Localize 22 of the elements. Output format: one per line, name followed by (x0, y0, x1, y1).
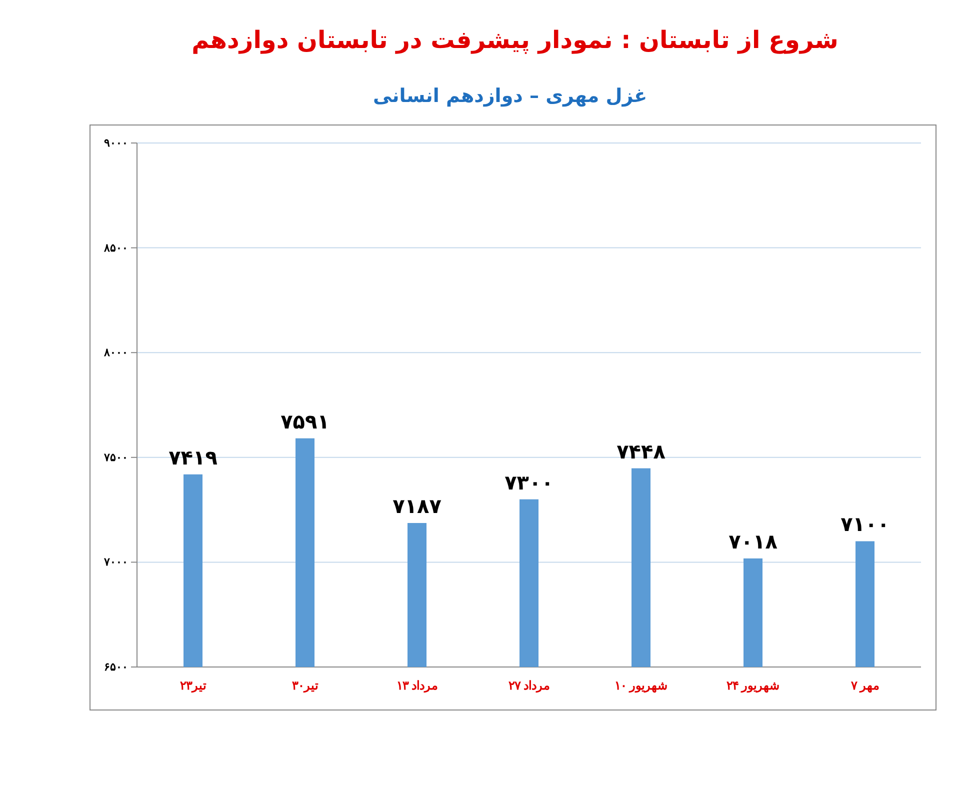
x-tick-label: ۲۷ مرداد (508, 678, 550, 694)
x-tick-label: ۱۰ شهریور (614, 678, 668, 694)
y-tick-label: ۷۰۰۰ (103, 556, 128, 569)
x-tick-label: ۱۳ مرداد (396, 678, 438, 694)
y-tick-label: ۹۰۰۰ (104, 138, 128, 150)
y-tick-label: ۶۵۰۰ (104, 662, 128, 674)
x-tick-label: ۳۰تیر (292, 678, 319, 694)
data-label: ۷۵۹۱ (280, 409, 330, 434)
chart-subtitle: غزل مهری – دوازدهم انسانی (372, 85, 648, 107)
y-tick-label: ۷۵۰۰ (103, 452, 128, 464)
x-tick-label: ۲۳تیر (180, 678, 207, 694)
x-tick-label: ۲۴ شهریور (726, 678, 780, 694)
data-label: ۷۱۸۷ (392, 494, 442, 518)
data-label: ۷۴۱۹ (168, 445, 218, 470)
y-tick-label: ۸۵۰۰ (103, 242, 128, 254)
data-label: ۷۳۰۰ (504, 470, 554, 494)
data-label: ۷۰۱۸ (728, 529, 778, 554)
chart-title: شروع از تابستان : نمودار پیشرفت در تابستان دوازدهم (192, 26, 838, 54)
y-tick-label: ۸۰۰۰ (103, 347, 128, 360)
data-label: ۷۴۴۸ (616, 439, 666, 464)
data-label: ۷۱۰۰ (840, 512, 890, 536)
x-tick-label: ۷ مهر (850, 678, 880, 694)
